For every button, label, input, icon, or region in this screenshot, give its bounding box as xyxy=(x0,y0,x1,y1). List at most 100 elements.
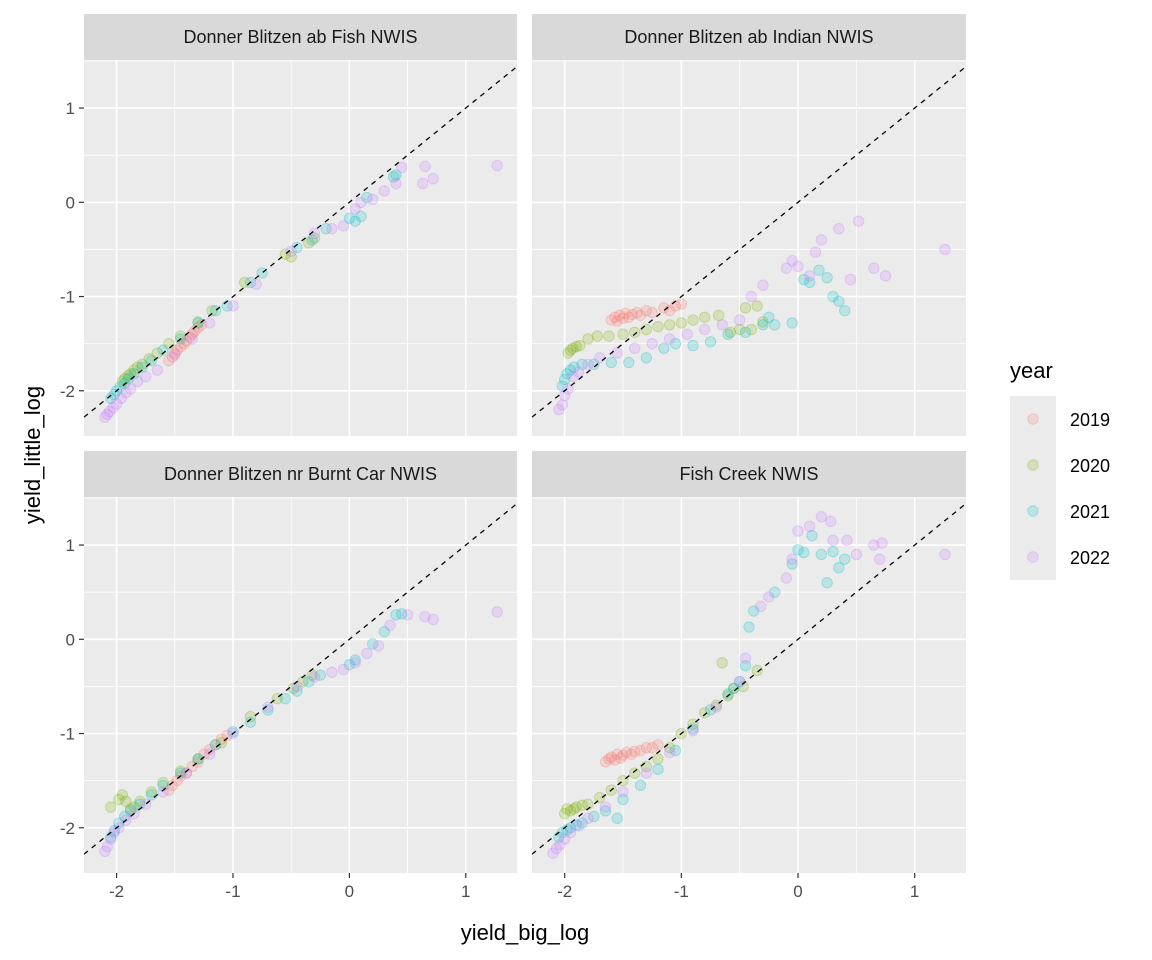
data-point xyxy=(562,347,574,359)
data-point xyxy=(378,185,391,197)
data-point xyxy=(757,316,769,328)
data-point xyxy=(396,608,408,620)
data-point xyxy=(646,741,658,754)
data-point xyxy=(574,339,586,352)
data-point xyxy=(599,756,612,768)
data-point xyxy=(833,222,845,235)
data-point xyxy=(712,309,725,322)
data-point xyxy=(722,328,734,340)
legend-key-2021 xyxy=(1027,505,1039,517)
data-point xyxy=(401,609,414,621)
x-tick-label: -1 xyxy=(225,882,240,901)
data-point xyxy=(722,688,734,700)
data-point xyxy=(553,403,565,416)
reference-line xyxy=(84,66,517,418)
data-point xyxy=(169,347,181,359)
data-point xyxy=(186,333,198,345)
data-point xyxy=(803,520,816,532)
data-point xyxy=(623,311,635,323)
series-2021 xyxy=(553,529,851,843)
data-point xyxy=(743,621,755,633)
data-point xyxy=(108,388,120,401)
panel-title: Donner Blitzen nr Burnt Car NWIS xyxy=(164,464,437,484)
data-point xyxy=(658,302,670,314)
data-point xyxy=(188,325,201,338)
data-point xyxy=(120,795,132,808)
panel-background xyxy=(84,497,517,873)
x-tick-label: 1 xyxy=(910,882,919,901)
points-layer xyxy=(547,511,951,859)
data-point xyxy=(623,356,635,369)
series-2020 xyxy=(116,232,321,388)
data-point xyxy=(562,383,574,395)
data-point xyxy=(427,173,439,185)
data-point xyxy=(558,373,571,386)
points-layer xyxy=(553,215,951,416)
data-point xyxy=(131,375,144,388)
data-point xyxy=(611,748,623,760)
data-point xyxy=(568,803,580,815)
data-point xyxy=(561,368,573,380)
data-point xyxy=(619,307,632,320)
series-2022 xyxy=(553,215,951,416)
data-point xyxy=(124,803,137,815)
legend-key-2020 xyxy=(1027,459,1039,471)
data-point xyxy=(745,290,758,303)
data-point xyxy=(349,215,361,227)
data-point xyxy=(646,306,658,319)
data-point xyxy=(103,405,116,418)
x-tick-label: -1 xyxy=(674,882,689,901)
series-2020 xyxy=(558,657,763,820)
data-point xyxy=(698,323,711,336)
panel-title: Fish Creek NWIS xyxy=(679,464,818,484)
data-point xyxy=(561,803,573,815)
data-point xyxy=(698,707,711,719)
data-point xyxy=(827,290,839,303)
panel: Donner Blitzen nr Burnt Car NWIS xyxy=(84,451,517,873)
data-point xyxy=(427,613,439,626)
data-point xyxy=(145,786,158,798)
data-point xyxy=(343,212,356,225)
x-tick-label: 0 xyxy=(793,882,802,901)
data-point xyxy=(99,411,111,423)
data-point xyxy=(567,370,579,383)
data-point xyxy=(387,171,400,183)
data-point xyxy=(491,159,503,172)
data-point xyxy=(115,392,127,405)
panel-background xyxy=(84,60,517,436)
data-point xyxy=(687,725,699,737)
data-point xyxy=(833,295,845,307)
data-point xyxy=(687,339,699,352)
data-point xyxy=(591,330,604,342)
data-point xyxy=(564,344,577,356)
data-point xyxy=(558,807,571,820)
data-point xyxy=(809,246,822,258)
data-point xyxy=(204,743,216,756)
data-point xyxy=(171,774,183,787)
data-point xyxy=(815,511,828,523)
data-point xyxy=(419,160,431,173)
series-2022 xyxy=(99,606,503,858)
data-point xyxy=(204,317,216,329)
data-point xyxy=(556,380,569,392)
data-point xyxy=(124,383,137,395)
data-point xyxy=(366,193,379,206)
series-2021 xyxy=(556,264,851,392)
data-point xyxy=(572,366,585,378)
data-point xyxy=(806,529,818,542)
legend-key-2019 xyxy=(1027,413,1039,425)
data-point xyxy=(209,739,222,751)
data-point xyxy=(343,659,356,671)
y-axis-title: yield_little_log xyxy=(20,386,45,524)
data-point xyxy=(308,671,321,683)
data-point xyxy=(166,351,179,363)
y-tick-label: 0 xyxy=(66,193,75,212)
data-point xyxy=(739,302,752,314)
points-layer xyxy=(99,159,503,423)
y-tick-label: 0 xyxy=(66,630,75,649)
data-point xyxy=(626,308,639,321)
data-point xyxy=(157,344,169,356)
legend-label: 2022 xyxy=(1070,548,1110,568)
data-point xyxy=(780,572,793,584)
